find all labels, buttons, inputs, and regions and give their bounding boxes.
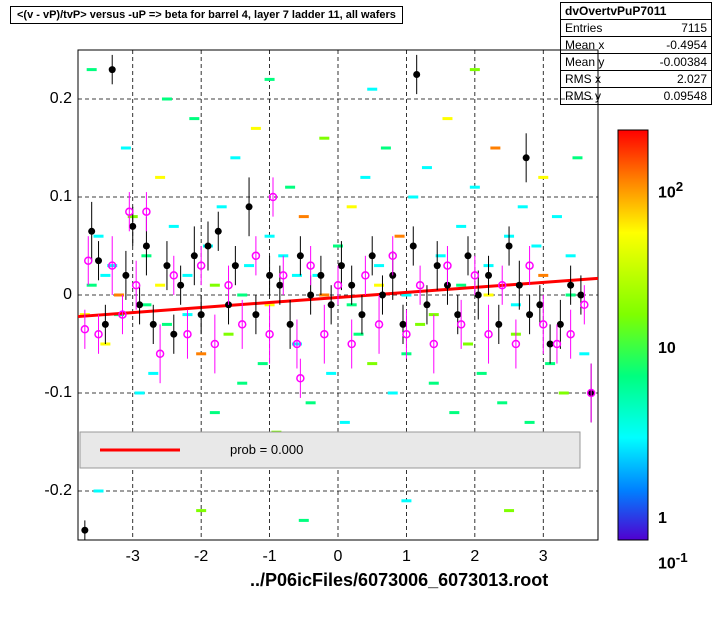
x-tick-label: -2 (194, 548, 208, 566)
colorbar-tick-label: 1 (658, 510, 667, 528)
colorbar-tick-label: 10 (658, 340, 676, 358)
y-tick-label: 0.1 (50, 188, 72, 206)
y-tick-label: -0.1 (44, 384, 72, 402)
y-tick-label: 0.2 (50, 90, 72, 108)
x-tick-label: 1 (402, 548, 411, 566)
y-tick-label: 0 (63, 286, 72, 304)
x-tick-label: -1 (262, 548, 276, 566)
x-axis-label: ../P06icFiles/6073006_6073013.root (250, 570, 548, 591)
colorbar-tick-label: 10-1 (658, 550, 688, 573)
x-tick-label: 0 (334, 548, 343, 566)
x-tick-label: -3 (126, 548, 140, 566)
chart-container: <(v - vP)/tvP> versus -uP => beta for ba… (0, 0, 720, 620)
colorbar-tick-label: 102 (658, 179, 683, 202)
plot-svg: prob = 0.000 (0, 0, 720, 620)
x-tick-label: 3 (539, 548, 548, 566)
y-tick-label: -0.2 (44, 482, 72, 500)
x-tick-label: 2 (470, 548, 479, 566)
svg-text:prob = 0.000: prob = 0.000 (230, 442, 303, 457)
